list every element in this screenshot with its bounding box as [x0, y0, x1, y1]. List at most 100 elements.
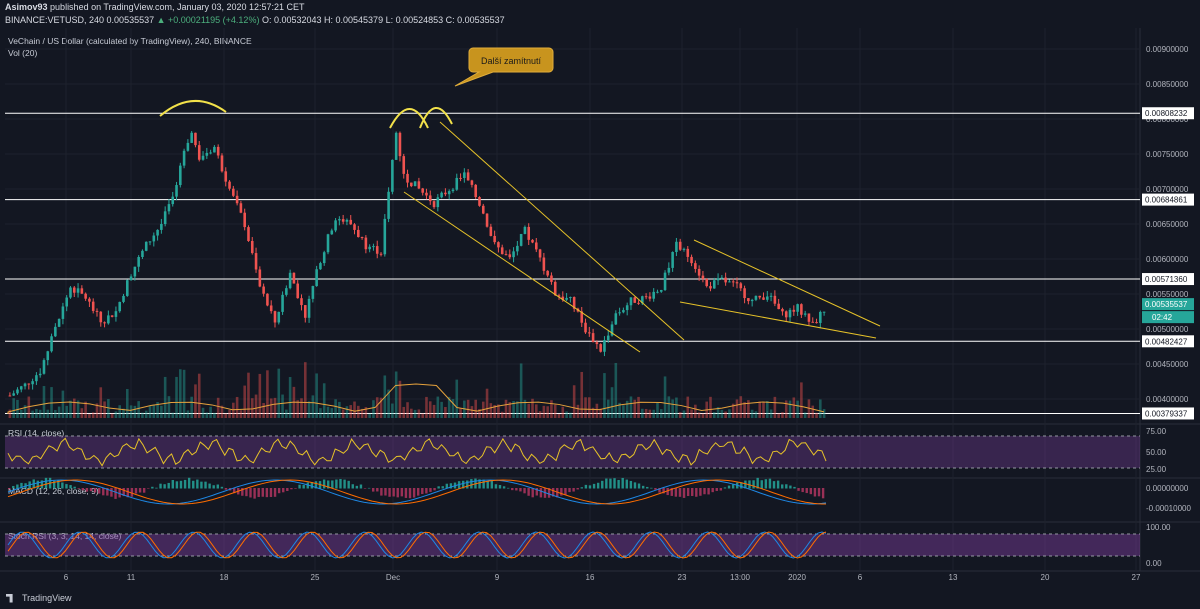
- volume-bar: [497, 404, 500, 418]
- candle-body: [648, 296, 652, 299]
- candle-body: [432, 201, 436, 208]
- candle-body: [572, 297, 576, 309]
- trendline: [403, 191, 641, 353]
- volume-bar: [822, 409, 826, 418]
- candle-body: [485, 213, 489, 227]
- candle-body: [122, 295, 125, 302]
- macd-histogram-bar: [686, 488, 690, 497]
- macd-histogram-bar: [809, 488, 813, 495]
- candle-body: [35, 375, 38, 382]
- candle-body: [735, 282, 739, 284]
- macd-histogram-bar: [785, 484, 788, 489]
- volume-bar: [394, 371, 398, 418]
- volume-bar: [523, 399, 527, 418]
- volume-bar: [750, 409, 754, 418]
- candle-body: [247, 227, 250, 241]
- macd-histogram-bar: [682, 488, 686, 498]
- volume-bar: [133, 405, 137, 418]
- rsi-pane: [5, 435, 1140, 469]
- stoch-rsi-pane: [5, 531, 1140, 559]
- volume-bar: [341, 409, 345, 418]
- candle-body: [500, 247, 504, 255]
- candle-body: [398, 132, 402, 157]
- volume-bar: [800, 382, 803, 418]
- candle-body: [690, 256, 693, 264]
- tradingview-logo[interactable]: TradingView: [6, 593, 72, 603]
- candle-body: [591, 333, 595, 343]
- macd-histogram-bar: [764, 479, 768, 489]
- macd-histogram-bar: [8, 488, 11, 490]
- volume-bar: [88, 413, 91, 418]
- chart-title: VeChain / US Dollar (calculated by Tradi…: [8, 36, 252, 46]
- candle-body: [65, 297, 68, 307]
- price-axis[interactable]: 0.00900000 0.00850000 0.00800000 0.00750000…: [1142, 45, 1194, 568]
- volume-bar: [603, 373, 606, 418]
- candle-body: [50, 336, 53, 352]
- candle-body: [451, 189, 455, 192]
- candle-body: [557, 295, 561, 297]
- time-axis[interactable]: 6 11 18 25 Dec 9 16 23 13:00 2020 6 13 20 27: [64, 573, 1141, 582]
- candle-body: [330, 230, 334, 235]
- macd-histogram-bar: [20, 482, 23, 489]
- candle-body: [148, 241, 152, 243]
- price-level-box: [1142, 107, 1194, 120]
- macd-tick-label: 0.00000000: [1146, 484, 1189, 493]
- volume-bar: [12, 398, 15, 418]
- candle-body: [625, 305, 629, 311]
- volume-bar: [148, 406, 152, 418]
- macd-histogram-bar: [130, 488, 134, 497]
- candle-body: [61, 306, 65, 319]
- macd-histogram-bar: [89, 488, 93, 492]
- volume-bar: [766, 401, 769, 418]
- volume-bar: [474, 399, 477, 418]
- brand-name: TradingView: [22, 593, 72, 603]
- volume-bar: [803, 412, 807, 418]
- volume-bar: [777, 413, 780, 418]
- candle-body: [224, 171, 228, 182]
- volume-bar: [455, 379, 459, 418]
- candle-body: [364, 237, 368, 250]
- volume-bar: [466, 399, 470, 418]
- candle-body: [697, 268, 701, 276]
- annotation-callout: Další zamítnutí: [454, 47, 554, 87]
- volume-bar: [179, 369, 182, 418]
- candle-body: [803, 313, 807, 315]
- top-arc: [389, 108, 429, 129]
- macd-histogram-bar: [257, 488, 260, 497]
- macd-histogram-bar: [282, 488, 285, 493]
- candle-body: [110, 315, 114, 317]
- macd-histogram-bar: [752, 480, 755, 489]
- candle-body: [129, 276, 133, 281]
- volume-bar: [262, 403, 265, 418]
- volume-bar: [565, 411, 568, 418]
- macd-histogram-bar: [760, 480, 763, 489]
- candle-body: [410, 182, 413, 187]
- macd-tick-label: -0.00010000: [1146, 504, 1191, 513]
- candle-body: [595, 342, 599, 345]
- volume-bar: [553, 404, 557, 418]
- candle-body: [38, 373, 42, 376]
- candle-body: [194, 132, 197, 146]
- candle-body: [720, 277, 724, 279]
- macd-histogram-bar: [609, 478, 612, 489]
- macd-histogram-bar: [731, 484, 735, 489]
- volume-bar: [622, 405, 625, 418]
- macd-histogram-bar: [16, 484, 19, 489]
- volume-bar: [584, 397, 587, 418]
- candle-body: [281, 294, 284, 312]
- candle-body: [747, 298, 750, 302]
- macd-histogram-bar: [126, 488, 130, 498]
- time-tick-label: 2020: [788, 573, 806, 582]
- candle-body: [72, 287, 76, 293]
- volume-bar: [652, 409, 655, 418]
- volume-bar: [595, 403, 599, 418]
- author-name[interactable]: Asimov93: [5, 2, 48, 12]
- volume-bar: [31, 410, 34, 418]
- price-level-box: [1142, 335, 1194, 348]
- candle-body: [91, 301, 95, 311]
- volume-bar: [432, 404, 436, 418]
- macd-histogram-bar: [592, 483, 596, 489]
- macd-histogram-bar: [539, 488, 543, 498]
- macd-histogram-bar: [535, 488, 539, 496]
